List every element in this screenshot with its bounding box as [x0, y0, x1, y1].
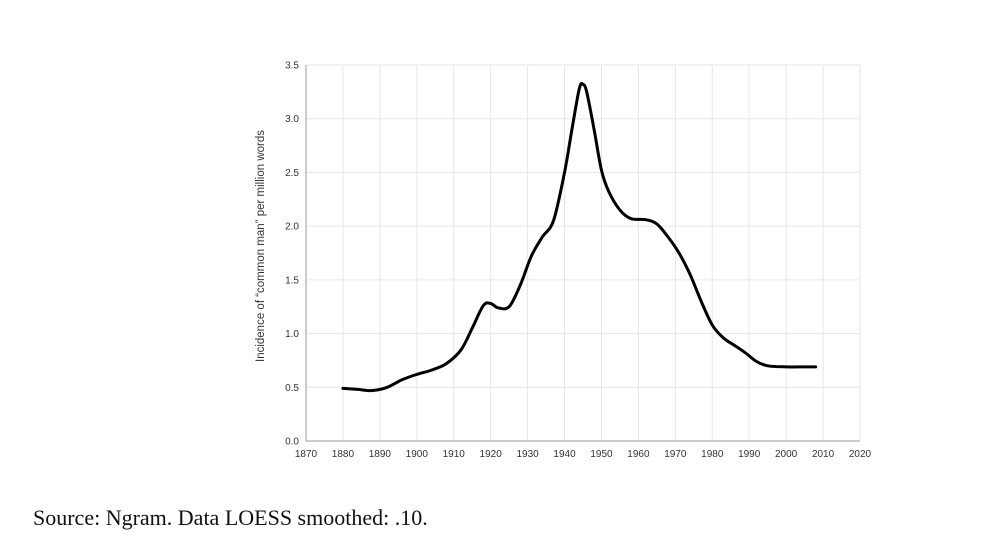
y-tick-label: 3.5	[285, 61, 299, 72]
x-tick-label: 1870	[295, 449, 318, 460]
x-tick-label: 2000	[775, 449, 798, 460]
source-note: Source: Ngram. Data LOESS smoothed: .10.	[33, 505, 428, 530]
series-layer	[341, 81, 818, 393]
x-tick-label: 2010	[812, 449, 835, 460]
axis-layer	[305, 65, 860, 442]
x-tick-label: 1910	[443, 449, 466, 460]
y-tick-label: 0.0	[285, 437, 299, 448]
x-tick-label: 1930	[516, 449, 539, 460]
x-tick-label: 1940	[553, 449, 576, 460]
x-tick-label: 1950	[590, 449, 613, 460]
x-tick-label: 1970	[664, 449, 687, 460]
x-tick-labels: 1870 1880 1890 1900 1910 1920 1930 1940 1950 1960…	[295, 449, 872, 460]
y-tick-label: 3.0	[285, 114, 299, 125]
y-tick-label: 0.5	[285, 383, 299, 394]
y-tick-label: 2.5	[285, 168, 299, 179]
x-tick-label: 1900	[406, 449, 429, 460]
series-line	[341, 81, 818, 393]
x-tick-label: 1890	[369, 449, 392, 460]
x-tick-label: 1920	[480, 449, 503, 460]
y-axis-label: Incidence of “common man” per million wo…	[255, 130, 267, 362]
y-tick-label: 1.0	[285, 329, 299, 340]
x-tick-label: 1990	[738, 449, 761, 460]
x-tick-label: 1880	[332, 449, 355, 460]
grid-layer	[306, 64, 861, 441]
y-tick-label: 1.5	[285, 275, 299, 286]
x-tick-label: 1960	[627, 449, 650, 460]
x-tick-label: 1980	[701, 449, 724, 460]
x-tick-label: 2020	[849, 449, 872, 460]
y-tick-labels: 0.0 0.5 1.0 1.5 2.0 2.5 3.0 3.5	[285, 61, 299, 448]
y-tick-label: 2.0	[285, 222, 299, 233]
